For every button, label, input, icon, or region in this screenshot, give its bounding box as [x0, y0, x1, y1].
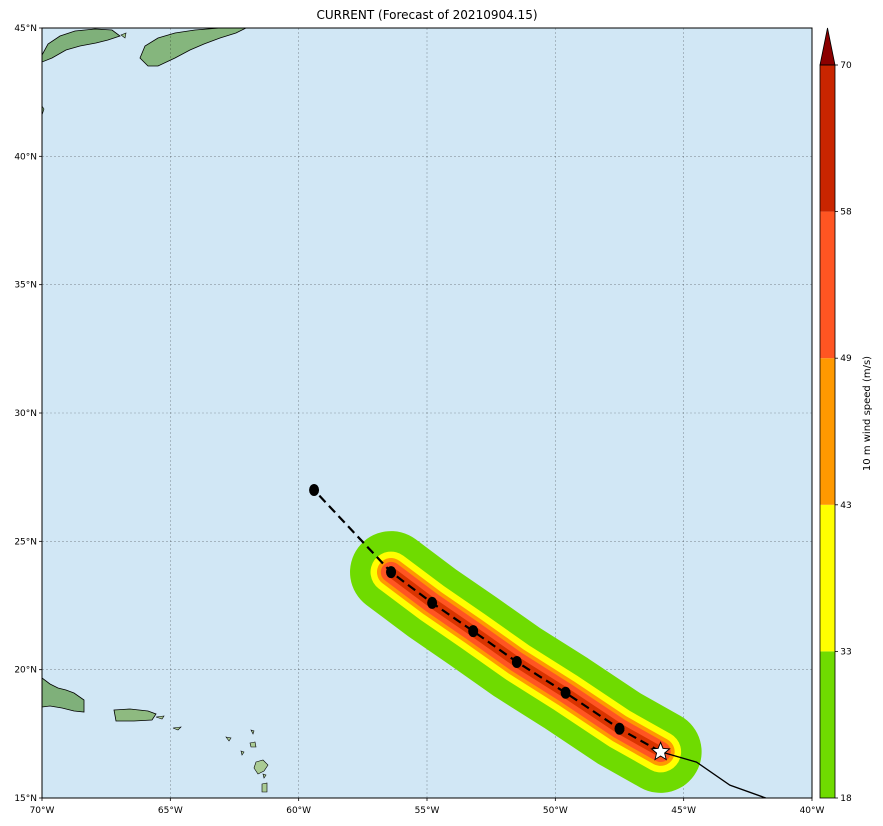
land-puerto-rico [113, 708, 157, 722]
lon-tick-label: 55°W [415, 806, 440, 816]
colorbar-segment-18 [820, 651, 835, 798]
ocean-background [42, 28, 812, 798]
land-antilles-3 [249, 741, 257, 748]
land-cape-breton [139, 28, 247, 67]
current-position-star-icon [650, 741, 671, 761]
longitude-axis: 70°W 65°W 60°W 55°W 50°W 45°W 40°W [30, 798, 825, 816]
colorbar-tick-label: 58 [840, 208, 852, 218]
forecast-position-marker [468, 625, 479, 638]
forecast-track-line [313, 489, 662, 753]
past-track-line [660, 751, 767, 798]
lat-tick-label: 25°N [14, 537, 37, 547]
forecast-position-marker [427, 596, 438, 609]
land-islet-1 [172, 726, 182, 731]
colorbar-segment-33 [820, 504, 835, 652]
colorbar-extend-arrow [819, 27, 836, 66]
lat-tick-label: 20°N [14, 666, 37, 676]
land-antilles-1 [225, 736, 232, 742]
colorbar-label: 10 m wind speed (m/s) [861, 355, 873, 471]
lat-tick-label: 15°N [14, 794, 37, 804]
lon-tick-label: 65°W [158, 806, 183, 816]
colorbar-segment-58 [820, 65, 835, 212]
land-islet-top [120, 32, 127, 39]
colorbar-tick-label: 18 [840, 794, 852, 804]
wind-speed-colorbar: 18 33 43 49 58 70 [819, 27, 852, 804]
forecast-position-marker [511, 655, 522, 668]
lat-tick-label: 45°N [14, 24, 37, 34]
storm-track [309, 484, 767, 798]
lat-tick-label: 30°N [14, 409, 37, 419]
landmasses [42, 28, 269, 793]
lon-tick-label: 50°W [543, 806, 568, 816]
lon-tick-label: 40°W [800, 806, 825, 816]
graticule [42, 28, 812, 798]
land-antilles-5 [262, 773, 267, 779]
colorbar-segment-49 [820, 211, 835, 359]
lon-tick-label: 70°W [30, 806, 55, 816]
forecast-position-marker [560, 686, 571, 699]
colorbar-frame [819, 64, 836, 799]
colorbar-tick-label: 33 [840, 647, 851, 657]
map-title: CURRENT (Forecast of 20210904.15) [316, 8, 538, 22]
forecast-position-marker [614, 722, 625, 735]
land-hispaniola [42, 677, 85, 713]
lon-tick-label: 45°W [671, 806, 696, 816]
lon-tick-label: 60°W [286, 806, 311, 816]
land-antilles-4 [240, 750, 245, 756]
forecast-position-marker [309, 484, 320, 496]
land-virgin-islands [155, 715, 165, 720]
land-nova-scotia [42, 28, 121, 63]
land-antilles-2 [250, 729, 255, 735]
latitude-axis: 45°N 40°N 35°N 30°N 25°N 20°N 15°N [14, 24, 42, 804]
colorbar-tick-label: 70 [840, 61, 852, 71]
colorbar-tick-label: 49 [840, 354, 852, 364]
colorbar-segment-43 [820, 358, 835, 505]
land-martinique [261, 782, 268, 793]
forecast-position-marker [386, 566, 397, 579]
lat-tick-label: 35°N [14, 281, 37, 291]
land-guadeloupe [253, 759, 269, 775]
colorbar-tick-label: 43 [840, 501, 851, 511]
lat-tick-label: 40°N [14, 152, 37, 162]
